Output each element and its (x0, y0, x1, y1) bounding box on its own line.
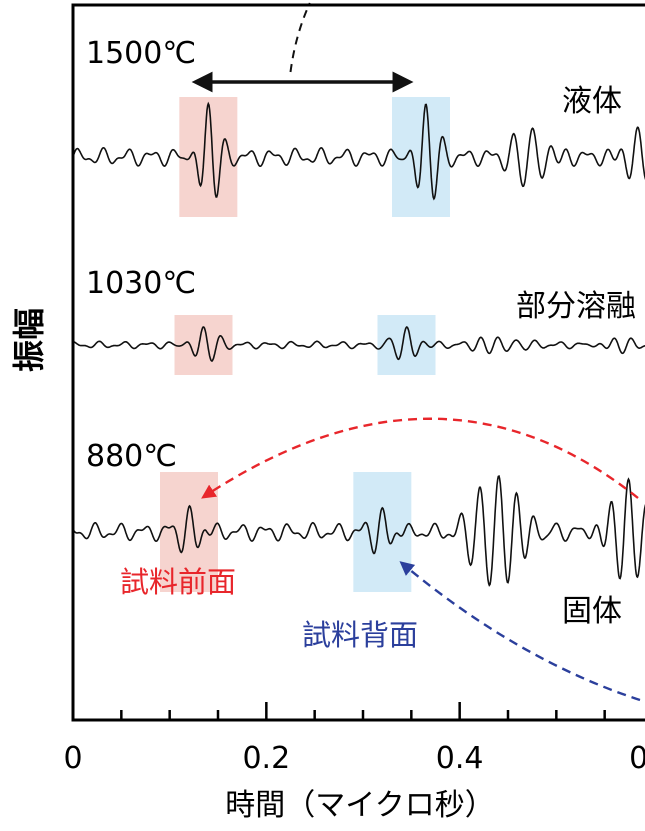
x-axis-ticks: 0 0.2 0.4 0.6 (63, 702, 645, 776)
front-face-arrow (201, 417, 639, 499)
x-axis-title: 時間（マイクロ秒） (225, 788, 494, 823)
arrow-layer (191, 2, 641, 702)
front-highlight-box (174, 315, 233, 375)
waveform-trace (73, 325, 645, 362)
x-tick-label: 0.6 (629, 741, 645, 776)
plot-frame (71, 3, 645, 722)
x-tick-label: 0.4 (436, 741, 484, 776)
back-face-arrow (399, 561, 641, 702)
y-axis-title: 振幅 (10, 308, 48, 372)
temperature-label-880: 880℃ (86, 439, 177, 474)
state-label-liquid: 液体 (562, 84, 622, 119)
x-tick-label: 0.2 (242, 741, 290, 776)
state-label-partial-melt: 部分溶融 (516, 289, 636, 324)
temperature-label-1500: 1500℃ (86, 36, 196, 71)
temperature-label-1030: 1030℃ (86, 266, 196, 301)
waveform-trace (72, 474, 645, 587)
front-highlight-box (179, 97, 238, 217)
back-highlight-box (353, 472, 412, 592)
waveform-layer (72, 101, 645, 587)
waveform-trace (72, 101, 645, 201)
annotation-front-label: 試料前面 (120, 565, 236, 599)
annotation-back-label: 試料背面 (302, 618, 418, 652)
x-tick-label: 0 (63, 741, 82, 776)
back-highlight-box (377, 315, 436, 375)
dashed-guide-curve (289, 2, 311, 73)
state-label-solid: 固体 (562, 594, 622, 629)
highlight-layer (160, 97, 450, 592)
